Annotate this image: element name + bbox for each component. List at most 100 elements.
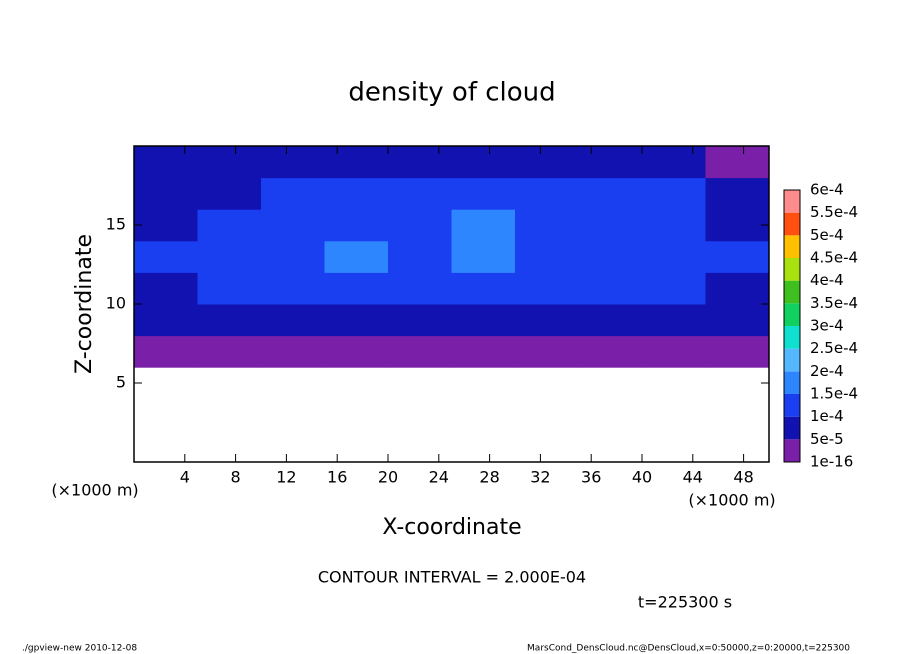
colorbar-label: 5e-5: [810, 430, 844, 448]
y-tick-label: 10: [106, 294, 126, 313]
y-tick-label: 15: [106, 215, 126, 234]
footer-left: ./gpview-new 2010-12-08: [22, 644, 137, 654]
y-tick-label: 5: [116, 373, 126, 392]
contour-cell: [197, 304, 262, 337]
contour-cell: [705, 177, 770, 210]
colorbar-label: 3e-4: [810, 317, 844, 335]
colorbar-swatch: [784, 416, 800, 440]
contour-cell: [451, 146, 516, 179]
contour-cell: [451, 209, 516, 242]
contour-cell: [134, 177, 198, 210]
contour-cell: [324, 240, 389, 273]
contour-cell: [261, 304, 325, 337]
y-axis-label: Z-coordinate: [72, 234, 97, 374]
contour-cell: [642, 335, 706, 368]
contour-cell: [261, 240, 325, 273]
colorbar-swatch: [784, 235, 800, 258]
contour-cell: [578, 209, 643, 242]
contour-cell: [705, 146, 770, 179]
x-tick-label: 44: [683, 468, 703, 487]
colorbar-label: 1e-16: [810, 453, 853, 471]
contour-cell: [705, 335, 770, 368]
contour-cell: [134, 304, 198, 337]
contour-cell: [134, 335, 198, 368]
x-tick-label: 16: [327, 468, 347, 487]
x-axis-label: X-coordinate: [382, 515, 521, 540]
contour-interval: CONTOUR INTERVAL = 2.000E-04: [318, 568, 586, 587]
contour-cell: [388, 146, 452, 179]
x-tick-label: 12: [276, 468, 296, 487]
contour-cell: [197, 240, 262, 273]
x-tick-label: 8: [231, 468, 241, 487]
colorbar-label: 3.5e-4: [810, 294, 858, 312]
contour-cell: [578, 335, 643, 368]
contour-cell: [515, 177, 579, 210]
colorbar-swatch: [784, 371, 800, 394]
colorbar-frame: [783, 189, 801, 463]
contour-cell: [134, 240, 198, 273]
contour-cell: [134, 146, 198, 179]
contour-cell: [388, 335, 452, 368]
colorbar-label: 1.5e-4: [810, 385, 858, 403]
x-tick-label: 20: [378, 468, 398, 487]
contour-cell: [705, 209, 770, 242]
contour-cell: [705, 240, 770, 273]
colorbar-label: 6e-4: [810, 181, 844, 199]
contour-cell: [197, 177, 262, 210]
contour-cell: [642, 304, 706, 337]
contour-cell: [642, 146, 706, 179]
colorbar-swatch: [784, 348, 800, 372]
contour-cell: [578, 304, 643, 337]
contour-cell: [578, 272, 643, 305]
contour-cell: [451, 272, 516, 305]
colorbar-swatch: [784, 439, 800, 462]
contour-cell: [388, 240, 452, 273]
colorbar-swatch: [784, 326, 800, 349]
colorbar-swatch: [784, 280, 800, 304]
x-unit-label: (×1000 m): [688, 491, 775, 510]
contour-cell: [324, 177, 389, 210]
contour-cell: [515, 335, 579, 368]
contour-cell: [642, 240, 706, 273]
contour-cell: [261, 177, 325, 210]
contour-cell: [388, 177, 452, 210]
contour-cell: [261, 272, 325, 305]
contour-cell: [642, 177, 706, 210]
x-tick-label: 40: [632, 468, 652, 487]
contour-cell: [515, 146, 579, 179]
contour-cell: [324, 335, 389, 368]
contour-cell: [515, 240, 579, 273]
colorbar-swatch: [784, 303, 800, 326]
time-label: t=225300 s: [638, 593, 732, 612]
colorbar-label: 5.5e-4: [810, 203, 858, 221]
contour-cell: [642, 272, 706, 305]
colorbar-swatch: [784, 394, 800, 417]
contour-cell: [324, 272, 389, 305]
x-tick-label: 48: [733, 468, 753, 487]
contour-cell: [134, 272, 198, 305]
contour-cell: [197, 335, 262, 368]
contour-cell: [451, 335, 516, 368]
contour-cell: [261, 146, 325, 179]
colorbar-label: 1e-4: [810, 407, 844, 425]
colorbar-swatch: [784, 258, 800, 281]
contour-cell: [451, 177, 516, 210]
contour-cell: [642, 209, 706, 242]
colorbar-swatch: [784, 190, 800, 213]
colorbar-label: 5e-4: [810, 226, 844, 244]
colorbar-label: 2e-4: [810, 362, 844, 380]
x-tick-label: 28: [479, 468, 499, 487]
contour-cell: [197, 146, 262, 179]
contour-cell: [578, 146, 643, 179]
contour-cell: [451, 240, 516, 273]
contour-cell: [578, 240, 643, 273]
contour-cell: [324, 209, 389, 242]
x-tick-label: 32: [530, 468, 550, 487]
footer-right: MarsCond_DensCloud.nc@DensCloud,x=0:5000…: [527, 644, 850, 654]
contour-cell: [134, 209, 198, 242]
contour-cell: [324, 304, 389, 337]
chart-title: density of cloud: [348, 78, 555, 108]
contour-cell: [515, 209, 579, 242]
contour-cell: [261, 209, 325, 242]
